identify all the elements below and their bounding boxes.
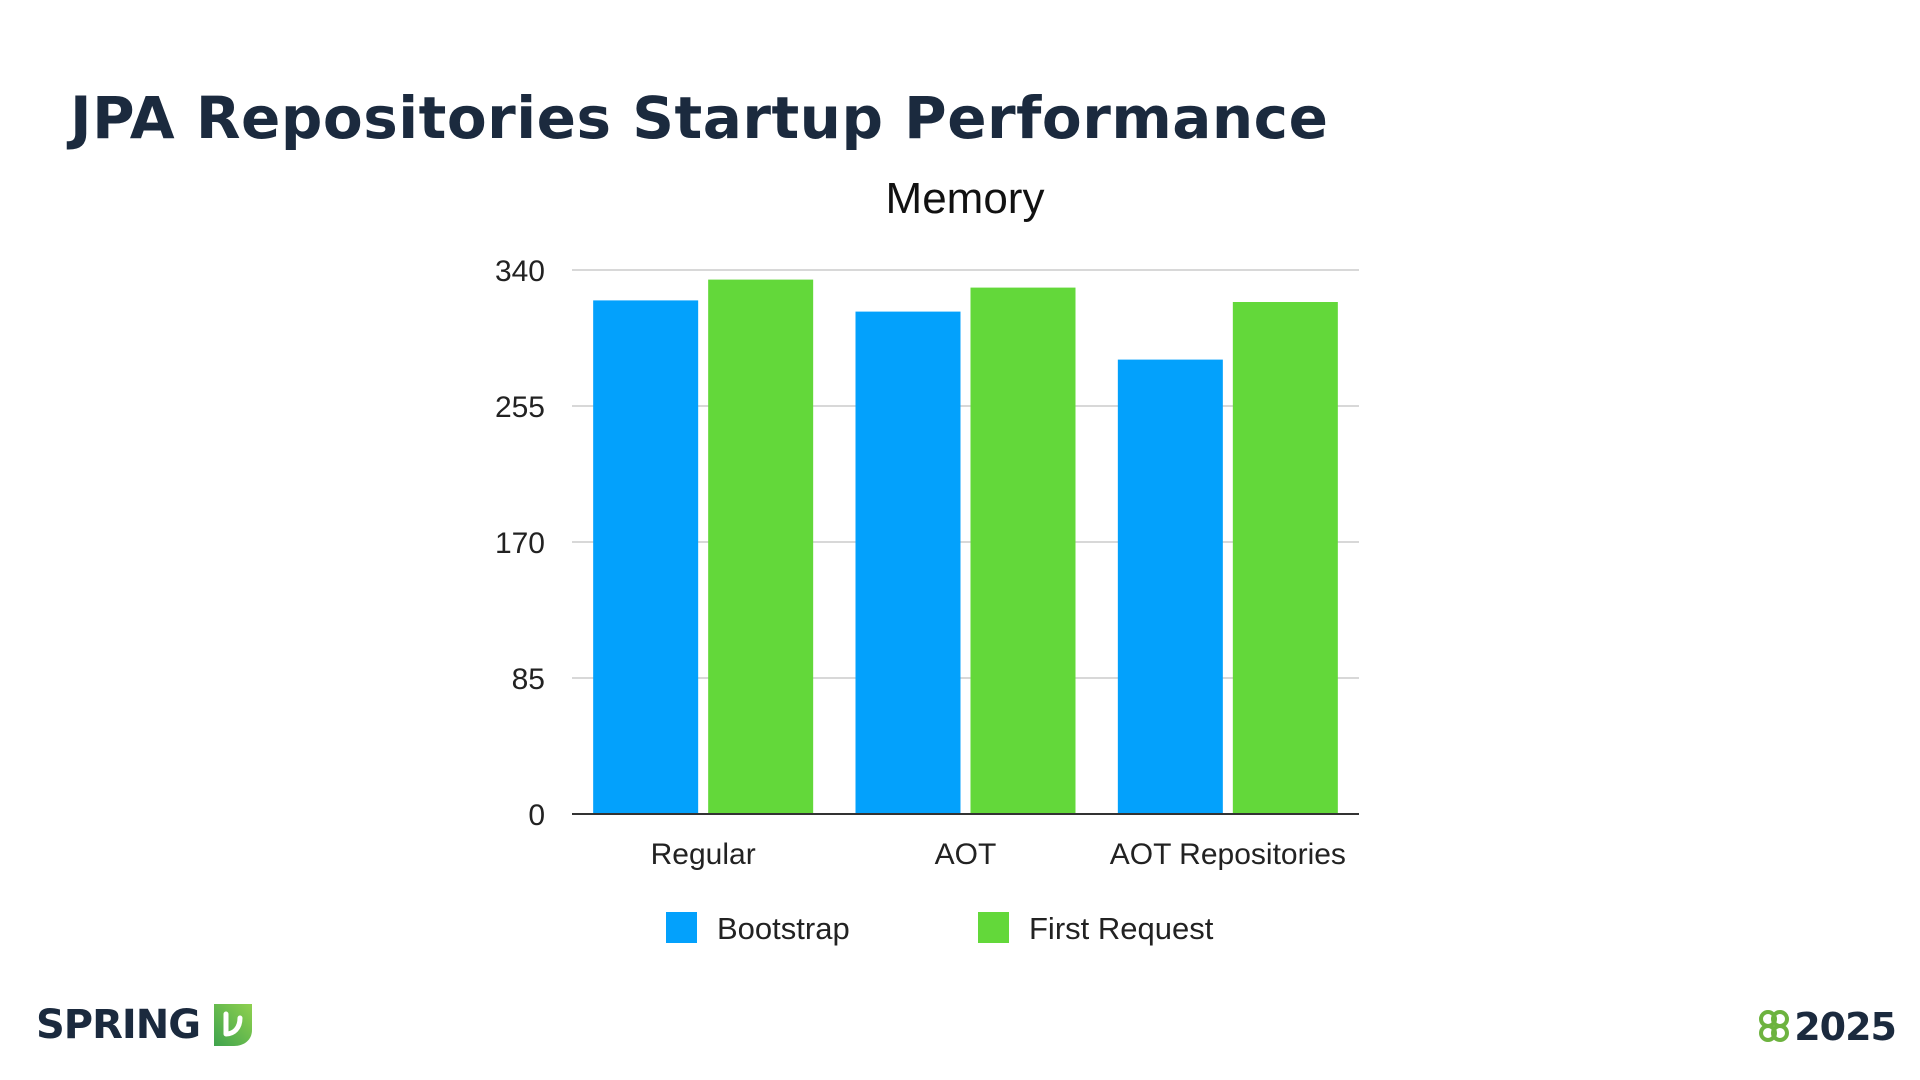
bar-bootstrap xyxy=(593,300,699,814)
slide-title: JPA Repositories Startup Performance xyxy=(70,84,1329,152)
bars xyxy=(593,279,1338,815)
x-category-label: AOT Repositories xyxy=(1110,838,1346,871)
chart-title: Memory xyxy=(886,174,1045,223)
y-tick-label: 0 xyxy=(528,799,545,832)
x-category-label: Regular xyxy=(651,838,756,871)
x-category-label: AOT xyxy=(935,838,997,871)
spring-logo-text: SPRING xyxy=(36,1002,201,1048)
gridlines xyxy=(572,269,1359,679)
bar-first-request xyxy=(1232,302,1338,814)
legend: Bootstrap First Request xyxy=(666,911,1214,946)
y-tick-label: 255 xyxy=(495,391,545,424)
y-axis-ticks: 0 85 170 255 340 xyxy=(495,255,545,832)
event-year: 2025 xyxy=(1794,1005,1897,1049)
y-tick-label: 85 xyxy=(512,663,545,696)
memory-bar-chart: Memory 0 85 170 255 340 Regular AOT AOT Reposi… xyxy=(495,174,1359,946)
legend-label: First Request xyxy=(1029,911,1214,946)
legend-swatch xyxy=(978,912,1009,943)
event-year-logo: 2025 xyxy=(1758,1005,1897,1049)
legend-swatch xyxy=(666,912,697,943)
clover-icon xyxy=(1759,1010,1790,1042)
bar-bootstrap xyxy=(1117,359,1223,814)
spring-logo: SPRING xyxy=(36,1000,258,1050)
y-tick-label: 340 xyxy=(495,255,545,288)
x-axis-categories: Regular AOT AOT Repositories xyxy=(651,838,1346,871)
spring-leaf-icon xyxy=(214,1004,253,1046)
y-tick-label: 170 xyxy=(495,527,545,560)
legend-label: Bootstrap xyxy=(717,911,850,946)
bar-first-request xyxy=(708,279,814,815)
bar-first-request xyxy=(970,287,1076,815)
bar-bootstrap xyxy=(855,311,961,814)
